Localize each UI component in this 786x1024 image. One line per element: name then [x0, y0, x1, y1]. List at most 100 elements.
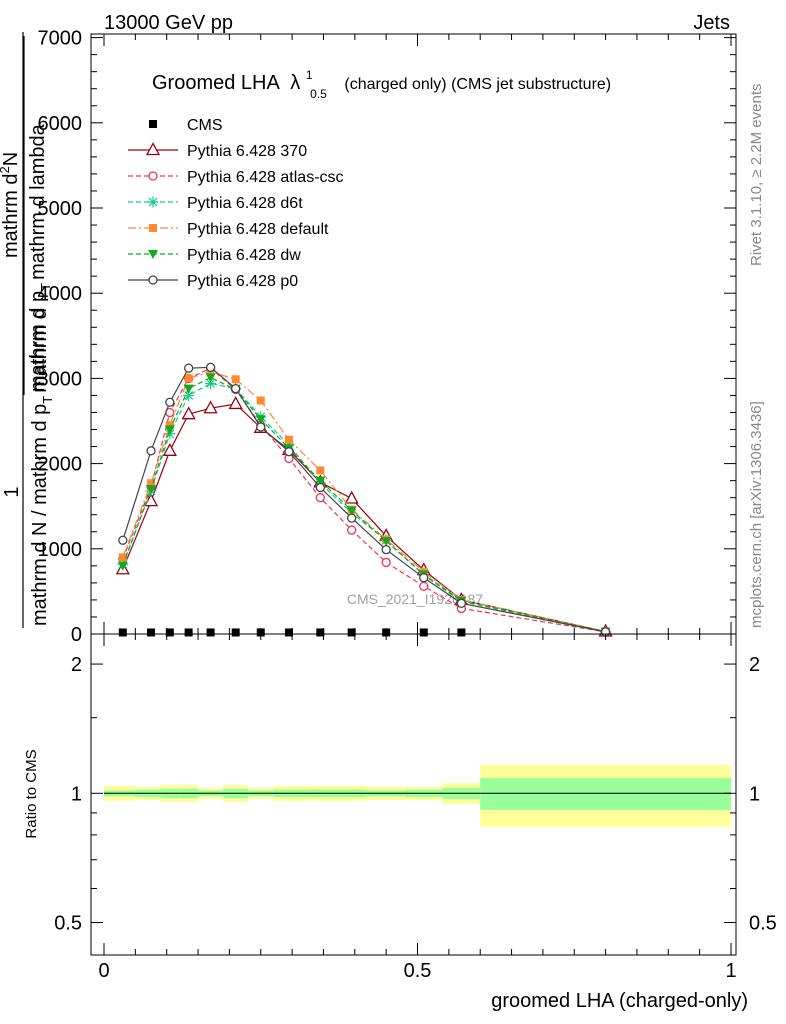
- legend-marker: [148, 250, 158, 259]
- legend-entry-dw: Pythia 6.428 dw: [128, 247, 301, 264]
- data-point-p0: [118, 535, 128, 545]
- series-line-p0: [122, 366, 606, 633]
- data-point-default: [256, 396, 265, 405]
- data-point-cms: [147, 628, 156, 637]
- ratio-ylabel: Ratio to CMS: [23, 749, 40, 838]
- rivet-label: Rivet 3.1.10, ≥ 2.2M events: [748, 84, 765, 267]
- main-plot: 0 1000 2000 3000 4000 5000 6000 7000: [38, 28, 737, 646]
- data-point-default: [118, 553, 127, 562]
- data-point-dw: [381, 537, 392, 547]
- data-point-dw: [164, 425, 175, 435]
- legend-entry-p370: Pythia 6.428 370: [128, 142, 307, 160]
- ratio-ytick-label-right: 2: [749, 654, 760, 676]
- data-point-dw: [205, 373, 216, 383]
- title-text: Groomed LHA: [152, 72, 280, 94]
- legend-label: Pythia 6.428 default: [187, 221, 329, 238]
- data-point-cms: [419, 628, 428, 637]
- data-point-cms: [165, 628, 174, 637]
- data-point-cms: [457, 628, 466, 637]
- data-point-default: [284, 435, 293, 444]
- band-inner: [480, 778, 731, 810]
- legend-label: Pythia 6.428 dw: [187, 247, 301, 264]
- data-point-p0: [183, 363, 194, 373]
- legend-label: CMS: [187, 117, 223, 134]
- data-point-p0: [146, 446, 156, 456]
- series-line-dw: [122, 376, 606, 633]
- ytick-label: 5000: [38, 198, 83, 220]
- data-point-p370: [181, 406, 196, 420]
- data-point-p0: [456, 598, 467, 608]
- ytick-label: 2000: [38, 454, 83, 476]
- legend-label: Pythia 6.428 atlas-csc: [187, 169, 344, 186]
- ytick-label: 6000: [38, 113, 83, 135]
- data-point-atlas: [419, 581, 429, 591]
- data-point-cms: [256, 628, 265, 637]
- data-point-dw: [117, 561, 128, 571]
- data-point-atlas: [347, 525, 357, 535]
- data-point-cms: [184, 628, 193, 637]
- ytick-label: 0: [71, 624, 82, 646]
- legend-label: Pythia 6.428 370: [187, 143, 307, 160]
- ratio-ytick-label: 0.5: [54, 912, 82, 934]
- data-point-dw: [255, 415, 266, 425]
- data-point-p370: [203, 400, 218, 414]
- data-point-cms: [284, 628, 293, 637]
- main-title: Groomed LHA λ 1 0.5 (charged only) (CMS …: [152, 62, 611, 103]
- data-point-p0: [205, 362, 216, 372]
- legend-marker: [148, 171, 158, 181]
- legend-entry-default: Pythia 6.428 default: [128, 221, 329, 238]
- legend-marker: [149, 120, 157, 128]
- y-axis-label: 1 mathrm d N / mathrm d pTmathrm d mathr…: [0, 32, 55, 628]
- data-point-default: [184, 374, 193, 383]
- legend-label: Pythia 6.428 p0: [187, 273, 298, 290]
- data-point-d6t: [205, 378, 217, 390]
- data-point-dw: [183, 384, 194, 394]
- legend: CMS Pythia 6.428 370 Pythia 6.428 atlas-cs…: [128, 117, 344, 290]
- data-point-dw: [315, 476, 326, 486]
- header-right: Jets: [693, 12, 730, 34]
- ytick-label: 7000: [38, 28, 83, 50]
- data-point-p0: [284, 447, 294, 457]
- title-suffix: (charged only) (CMS jet substructure): [344, 76, 611, 93]
- data-point-dw: [346, 506, 357, 516]
- data-point-d6t: [183, 389, 195, 401]
- xtick-label: 1: [725, 960, 736, 982]
- ylabel-denominator: mathrm d pTmathrm d lambda: [27, 123, 53, 392]
- data-point-p370: [228, 396, 243, 410]
- xtick-label: 0.5: [404, 960, 432, 982]
- ytick-label: 4000: [38, 283, 83, 305]
- legend-marker: [145, 142, 161, 156]
- legend-entry-d6t: Pythia 6.428 d6t: [128, 195, 303, 212]
- title-sup: 1: [306, 68, 313, 82]
- data-point-p0: [165, 397, 175, 407]
- data-point-cms: [382, 628, 391, 637]
- xtick-label: 0: [98, 960, 109, 982]
- data-point-cms: [206, 628, 215, 637]
- data-point-atlas: [315, 493, 325, 503]
- ratio-frame: [90, 633, 737, 956]
- data-point-default: [147, 479, 156, 488]
- ylabel-numerator: mathrm d2N: [0, 152, 22, 258]
- ratio-ytick-label: 2: [71, 654, 82, 676]
- x-axis-label: groomed LHA (charged-only): [491, 990, 748, 1012]
- header-left: 13000 GeV pp: [104, 12, 233, 34]
- legend-label: Pythia 6.428 d6t: [187, 195, 303, 212]
- ratio-plot: 0.5 0.5 1 1 2 2 0 0.5 1: [54, 633, 777, 982]
- mcplots-label: mcplots.cern.ch [arXiv:1306.3436]: [748, 401, 765, 628]
- ratio-ytick-label-right: 1: [749, 783, 760, 805]
- data-point-cms: [316, 628, 325, 637]
- data-point-cms: [347, 628, 356, 637]
- data-point-cms: [118, 628, 127, 637]
- title-symbol: λ: [290, 72, 300, 94]
- ratio-ytick-label-right: 0.5: [749, 912, 777, 934]
- legend-entry-atlas: Pythia 6.428 atlas-csc: [128, 169, 344, 186]
- ratio-ytick-label: 1: [71, 783, 82, 805]
- data-point-p0: [347, 513, 357, 523]
- data-point-p370: [162, 442, 177, 456]
- title-sub: 0.5: [310, 87, 327, 101]
- legend-entry-cms: CMS: [149, 117, 223, 134]
- ylabel-frac-top: 1: [1, 486, 23, 497]
- series-cms: [118, 628, 466, 637]
- data-point-default: [316, 466, 325, 475]
- ytick-label: 3000: [38, 368, 83, 390]
